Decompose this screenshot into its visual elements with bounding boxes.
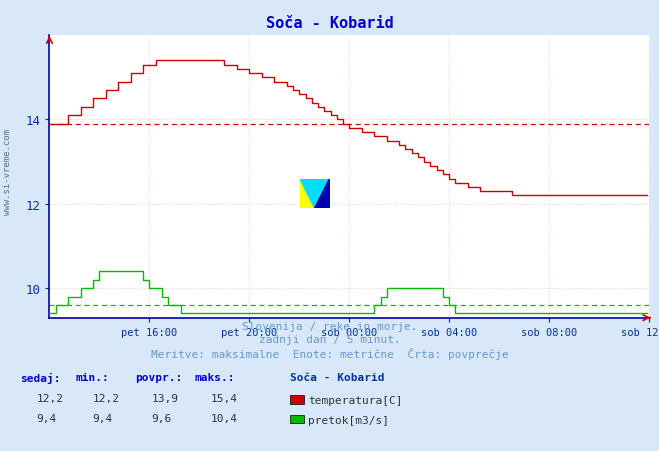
Text: www.si-vreme.com: www.si-vreme.com <box>3 129 13 214</box>
Text: Meritve: maksimalne  Enote: metrične  Črta: povprečje: Meritve: maksimalne Enote: metrične Črta… <box>151 348 508 360</box>
Text: zadnji dan / 5 minut.: zadnji dan / 5 minut. <box>258 335 401 345</box>
Text: maks.:: maks.: <box>194 372 235 382</box>
Polygon shape <box>315 179 330 209</box>
Polygon shape <box>300 179 315 209</box>
Text: Soča - Kobarid: Soča - Kobarid <box>290 372 384 382</box>
Text: min.:: min.: <box>76 372 109 382</box>
Text: pretok[m3/s]: pretok[m3/s] <box>308 415 389 425</box>
Text: 9,6: 9,6 <box>152 413 172 423</box>
Text: sedaj:: sedaj: <box>20 372 60 383</box>
Text: 12,2: 12,2 <box>36 393 63 403</box>
Text: temperatura[C]: temperatura[C] <box>308 396 403 405</box>
Text: Soča - Kobarid: Soča - Kobarid <box>266 16 393 31</box>
Text: Slovenija / reke in morje.: Slovenija / reke in morje. <box>242 322 417 331</box>
Text: 9,4: 9,4 <box>92 413 113 423</box>
Text: povpr.:: povpr.: <box>135 372 183 382</box>
Text: 10,4: 10,4 <box>211 413 238 423</box>
Polygon shape <box>300 179 330 209</box>
Text: 9,4: 9,4 <box>36 413 57 423</box>
Text: 15,4: 15,4 <box>211 393 238 403</box>
Text: 12,2: 12,2 <box>92 393 119 403</box>
Text: 13,9: 13,9 <box>152 393 179 403</box>
